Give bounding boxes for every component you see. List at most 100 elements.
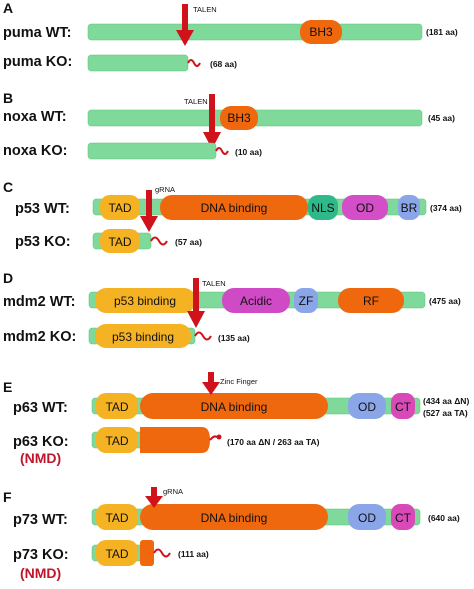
- p73-ko-size: (111 aa): [178, 549, 209, 559]
- puma-wt-size: (181 aa): [426, 27, 458, 37]
- domain-tad: [96, 504, 138, 530]
- noxa-wt-label: noxa WT:: [3, 109, 67, 125]
- domain-bh3: [300, 20, 342, 44]
- domain-dna-binding: [140, 504, 328, 530]
- domain-p53-binding: [95, 288, 195, 313]
- panel-b-letter: B: [3, 90, 13, 106]
- tool-label-talen: TALEN: [202, 279, 226, 288]
- domain-tad-label: TAD: [105, 547, 128, 561]
- domain-br: [398, 195, 420, 220]
- domain-p53-binding-label: p53 binding: [114, 294, 176, 308]
- tool-label-talen: TALEN: [184, 97, 208, 106]
- truncation-tail-icon: [194, 331, 212, 341]
- domain-tad: [96, 393, 138, 419]
- mdm2-ko-label: mdm2 KO:: [3, 329, 76, 345]
- p53-ko-size: (57 aa): [175, 237, 202, 247]
- p63-wt-label: p63 WT:: [13, 400, 68, 416]
- truncation-tail-icon: [215, 147, 229, 155]
- talen-arrow-icon: [203, 94, 221, 149]
- p53-wt-label: p53 WT:: [15, 201, 70, 217]
- panel-d-letter: D: [3, 270, 13, 286]
- domain-tad: [96, 427, 138, 453]
- p73-nmd-label: (NMD): [20, 565, 61, 581]
- domain-acidic: [222, 288, 290, 313]
- domain-tad-label: TAD: [105, 511, 128, 525]
- domain-ct: [391, 504, 415, 530]
- p63-ko-size: (170 aa ΔN / 263 aa TA): [227, 437, 320, 447]
- noxa-ko-bar: [87, 142, 217, 160]
- tool-label-grna: gRNA: [163, 487, 183, 496]
- mdm2-wt-label: mdm2 WT:: [3, 294, 76, 310]
- domain-dna-binding: [160, 195, 308, 220]
- domain-ct: [391, 393, 415, 419]
- talen-arrow-icon: [187, 278, 205, 328]
- domain-acidic-label: Acidic: [240, 294, 272, 308]
- domain-bh3: [220, 106, 258, 130]
- truncation-end-icon: [216, 434, 222, 440]
- domain-tad-label: TAD: [105, 400, 128, 414]
- panel-e: E p63 WT: TAD DNA binding OD CT (434 aa …: [3, 372, 469, 466]
- domain-nls: [308, 195, 338, 220]
- panel-e-letter: E: [3, 379, 12, 395]
- truncated-dna-binding: [140, 540, 154, 566]
- domain-p53-binding-label: p53 binding: [112, 330, 174, 344]
- p63-ko-label: p63 KO:: [13, 434, 69, 450]
- domain-bh3-label: BH3: [227, 111, 251, 125]
- p73-wt-size: (640 aa): [428, 513, 460, 523]
- truncation-tail-icon: [187, 59, 201, 67]
- domain-tad: [100, 195, 140, 220]
- tool-label-zinc-finger: Zinc Finger: [220, 377, 258, 386]
- domain-tad-label: TAD: [105, 434, 128, 448]
- domain-ct-label: CT: [395, 400, 412, 414]
- domain-br-label: BR: [401, 201, 418, 215]
- domain-tad: [100, 229, 140, 253]
- domain-rf-label: RF: [363, 294, 379, 308]
- domain-tad-label: TAD: [108, 235, 131, 249]
- domain-od: [342, 195, 388, 220]
- puma-wt-bar: [87, 23, 423, 41]
- panel-a-letter: A: [3, 0, 13, 16]
- p63-wt-size-dn: (434 aa ΔN): [423, 396, 469, 406]
- domain-od-label: OD: [356, 201, 374, 215]
- mdm2-ko-size: (135 aa): [218, 333, 250, 343]
- zinc-finger-arrow-icon: [202, 372, 220, 395]
- p53-ko-label: p53 KO:: [15, 234, 71, 250]
- domain-nls-label: NLS: [311, 201, 334, 215]
- domain-zf: [294, 288, 318, 313]
- truncated-dna-binding: [140, 427, 210, 453]
- domain-dna-binding: [140, 393, 328, 419]
- domain-dna-binding-label: DNA binding: [201, 400, 268, 414]
- domain-p53-binding: [95, 324, 191, 348]
- domain-tad: [96, 540, 138, 566]
- puma-wt-label: puma WT:: [3, 25, 71, 41]
- puma-ko-bar: [87, 54, 189, 72]
- noxa-wt-size: (45 aa): [428, 113, 455, 123]
- truncation-tail-icon: [153, 548, 171, 558]
- domain-od: [348, 504, 386, 530]
- domain-rf: [338, 288, 404, 313]
- domain-od-label: OD: [358, 400, 376, 414]
- noxa-ko-size: (10 aa): [235, 147, 262, 157]
- p53-wt-size: (374 aa): [430, 203, 462, 213]
- tool-label-grna: gRNA: [155, 185, 175, 194]
- panel-d: D mdm2 WT: p53 binding Acidic ZF RF (475…: [3, 270, 461, 348]
- domain-od-label: OD: [358, 511, 376, 525]
- panel-c: C p53 WT: TAD DNA binding NLS OD BR (374…: [3, 179, 462, 253]
- domain-bh3-label: BH3: [309, 25, 333, 39]
- p63-nmd-label: (NMD): [20, 450, 61, 466]
- panel-b: B noxa WT: BH3 (45 aa) TALEN noxa KO: (1…: [3, 90, 455, 160]
- panel-f-letter: F: [3, 489, 12, 505]
- p73-ko-label: p73 KO:: [13, 547, 69, 563]
- domain-dna-binding-label: DNA binding: [201, 201, 268, 215]
- puma-ko-size: (68 aa): [210, 59, 237, 69]
- panel-c-letter: C: [3, 179, 13, 195]
- domain-od: [348, 393, 386, 419]
- p73-wt-label: p73 WT:: [13, 512, 68, 528]
- panel-f: F p73 WT: TAD DNA binding OD CT (640 aa)…: [3, 487, 460, 581]
- talen-arrow-icon: [176, 4, 194, 46]
- panel-a: A puma WT: BH3 (181 aa) TALEN puma KO: (…: [3, 0, 458, 72]
- domain-ct-label: CT: [395, 511, 412, 525]
- tool-label-talen: TALEN: [193, 5, 217, 14]
- mdm2-wt-size: (475 aa): [429, 296, 461, 306]
